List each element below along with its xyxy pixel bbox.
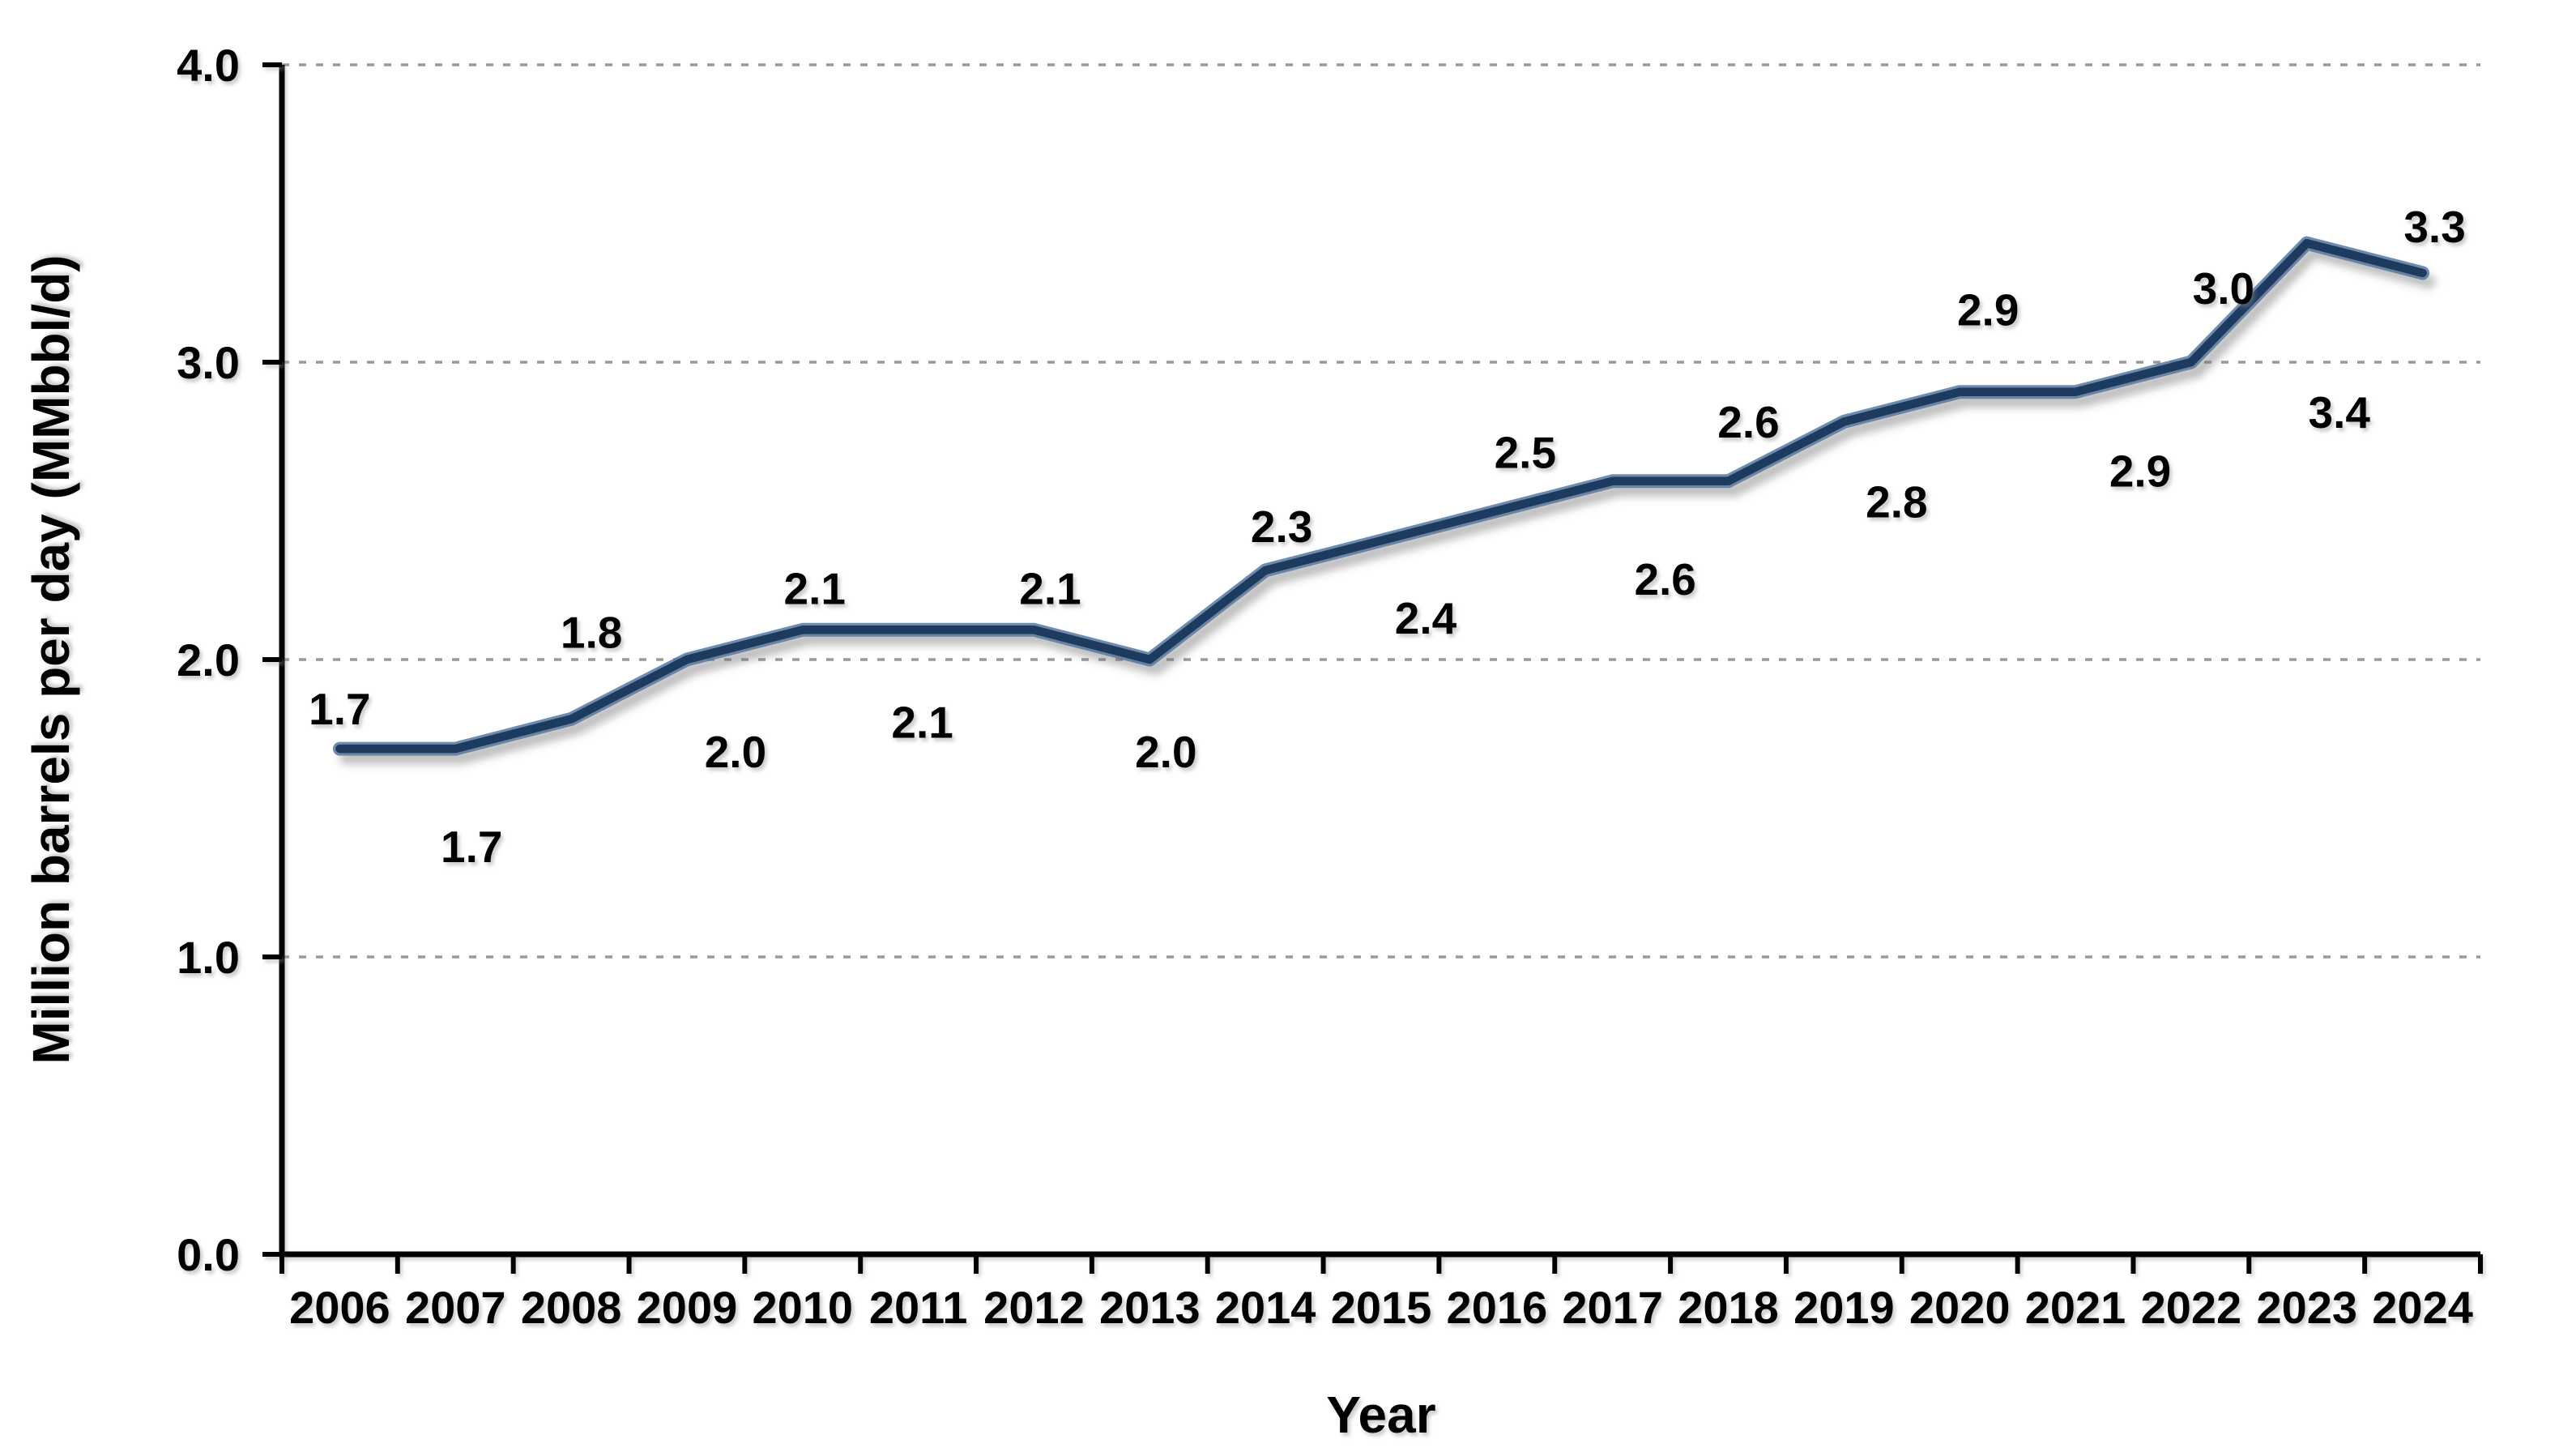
data-label-2014: 2.3 <box>1251 502 1312 552</box>
data-label-2018: 2.6 <box>1717 397 1779 447</box>
axis-ticks <box>262 62 2483 1274</box>
data-label-2009: 2.0 <box>705 727 766 777</box>
x-tick-label-2012: 2012 <box>983 1282 1085 1333</box>
data-label-2023: 3.4 <box>2309 387 2371 438</box>
data-series-line <box>332 236 2430 756</box>
x-tick-label-2009: 2009 <box>637 1282 738 1333</box>
data-labels: 1.7 1.7 1.8 2.0 2.1 2.1 2.1 2.0 2.3 2.4 2.5 2.6 2.6 2… <box>309 202 2466 872</box>
data-label-2010: 2.1 <box>784 563 846 613</box>
x-tick-label-2020: 2020 <box>1909 1282 2011 1333</box>
x-tick-label-2024: 2024 <box>2372 1282 2473 1333</box>
data-label-2020: 2.9 <box>1957 285 2019 335</box>
series-line <box>335 238 2427 754</box>
x-tick-label-2018: 2018 <box>1678 1282 1779 1333</box>
y-tick-label-2.0: 2.0 <box>177 634 240 685</box>
data-label-2021: 2.9 <box>2109 446 2171 497</box>
data-label-2012: 2.1 <box>1019 563 1081 613</box>
x-tick-label-2007: 2007 <box>405 1282 506 1333</box>
data-label-2008: 1.8 <box>561 607 622 657</box>
y-axis-title: Million barrels per day (MMbbl/d) <box>22 254 80 1064</box>
y-tick-label-4.0: 4.0 <box>177 40 240 91</box>
data-label-2019: 2.8 <box>1866 476 1927 527</box>
data-label-2024: 3.3 <box>2403 202 2465 252</box>
data-label-2016: 2.5 <box>1495 428 1556 478</box>
x-tick-label-2017: 2017 <box>1562 1282 1663 1333</box>
data-label-2007: 1.7 <box>441 822 502 872</box>
data-label-2017: 2.6 <box>1634 554 1695 604</box>
x-tick-label-2013: 2013 <box>1099 1282 1201 1333</box>
data-label-2013: 2.0 <box>1135 727 1196 777</box>
x-tick-label-2006: 2006 <box>289 1282 390 1333</box>
x-axis-title: Year <box>1326 1386 1435 1444</box>
y-tick-label-0.0: 0.0 <box>177 1229 240 1280</box>
x-tick-label-2008: 2008 <box>521 1282 622 1333</box>
gridlines <box>282 63 2480 959</box>
x-tick-label-2019: 2019 <box>1793 1282 1895 1333</box>
x-tick-label-2015: 2015 <box>1331 1282 1432 1333</box>
data-label-2022: 3.0 <box>2193 263 2254 314</box>
x-tick-label-2010: 2010 <box>753 1282 854 1333</box>
y-tick-label-3.0: 3.0 <box>177 337 240 388</box>
tick-labels: 0.0 1.0 2.0 3.0 4.0 2006 2007 2008 2009 2010 2011 2… <box>177 40 2473 1333</box>
x-tick-label-2011: 2011 <box>869 1282 968 1333</box>
data-label-2011: 2.1 <box>891 697 953 747</box>
x-tick-label-2016: 2016 <box>1447 1282 1548 1333</box>
data-label-2006: 1.7 <box>309 684 370 734</box>
x-tick-label-2023: 2023 <box>2256 1282 2357 1333</box>
data-label-2015: 2.4 <box>1395 593 1457 643</box>
x-tick-label-2014: 2014 <box>1215 1282 1316 1333</box>
x-tick-label-2022: 2022 <box>2141 1282 2242 1333</box>
x-tick-label-2021: 2021 <box>2025 1282 2126 1333</box>
y-tick-label-1.0: 1.0 <box>177 932 240 983</box>
